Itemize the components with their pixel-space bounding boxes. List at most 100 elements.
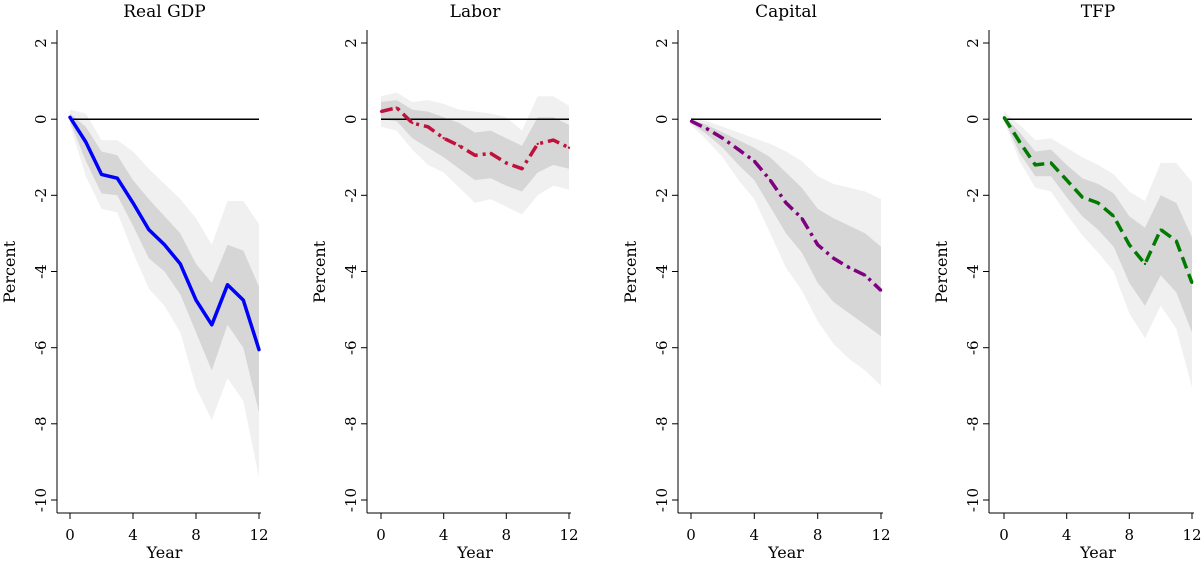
data-point [1159,228,1162,231]
y-tick-label: -6 [32,340,50,355]
y-tick-label: 0 [32,114,50,124]
panel-capital: Capital -10 -8 -6 -4 -2 0 2 0 4 8 12 Year Percent [621,2,891,562]
x-tick-label: 4 [1062,526,1072,544]
panel-title: TFP [1081,2,1116,22]
panel-title: Real GDP [123,2,206,22]
data-point [848,266,851,269]
y-tick-label: -4 [342,264,360,279]
x-axis-label: Year [456,543,493,562]
data-point [1112,215,1115,218]
y-axis-label: Percent [310,240,329,303]
data-point [411,121,414,125]
x-tick-label: 8 [1125,526,1135,544]
y-tick-label: 0 [342,114,360,124]
data-point [864,274,867,277]
y-tick-label: -8 [32,416,50,431]
x-tick-label: 4 [439,526,449,544]
data-point [379,110,383,113]
y-tick-label: 0 [964,114,982,124]
x-axis-label: Year [1079,543,1116,562]
data-point [1002,116,1006,119]
data-point [1018,140,1021,144]
data-point [737,148,740,151]
confidence-band-inner [70,113,259,413]
data-point [520,167,524,170]
x-tick-label: 12 [559,526,578,544]
data-point [210,323,213,326]
data-point [100,173,103,176]
x-axis-label: Year [146,543,183,562]
data-point [84,140,88,144]
x-tick-label: 4 [750,526,760,544]
data-point [552,138,555,142]
data-point [1128,243,1131,246]
y-tick-label: 2 [32,38,50,48]
data-point [505,161,508,165]
data-point [769,178,772,182]
data-point [163,243,166,246]
y-tick-label: -6 [964,340,982,355]
y-tick-label: -2 [32,188,50,203]
data-point [458,144,461,147]
y-tick-label: 2 [964,38,982,48]
y-tick-label: -4 [653,264,671,279]
y-tick-label: -10 [32,488,50,512]
data-point [705,127,708,130]
y-tick-label: -2 [342,188,360,203]
x-tick-label: 0 [999,526,1009,544]
data-point [567,146,571,149]
data-point [147,228,150,231]
y-tick-label: -2 [653,188,671,203]
y-tick-label: -6 [653,340,671,355]
confidence-band-inner [691,119,881,337]
x-tick-label: 12 [871,526,890,544]
y-tick-label: -8 [342,416,360,431]
x-tick-label: 4 [128,526,138,544]
data-point [257,348,261,351]
data-point [1175,239,1178,243]
data-point [1034,163,1037,167]
panel-real-gdp: Real GDP -10 -8 -6 -4 -2 0 2 0 4 8 12 Year Percent [0,2,269,562]
y-tick-label: -10 [964,488,982,512]
confidence-band-outer [691,117,881,386]
data-point [800,217,803,220]
data-point [689,119,693,123]
x-tick-label: 12 [249,526,268,544]
data-point [226,283,229,286]
data-point [1096,201,1100,205]
data-point [116,177,119,180]
x-tick-label: 8 [813,526,823,544]
data-point [473,154,477,157]
data-point [1190,281,1194,285]
x-tick-label: 0 [376,526,386,544]
data-point [1081,196,1084,199]
y-tick-label: -4 [32,264,50,279]
data-point [426,125,430,128]
x-tick-label: 12 [1182,526,1201,544]
data-point [784,201,788,205]
x-tick-label: 0 [65,526,75,544]
data-point [489,152,492,155]
y-tick-label: -6 [342,340,360,355]
data-point [721,137,724,140]
y-tick-label: 0 [653,114,671,124]
y-tick-label: -10 [342,488,360,512]
data-point [131,201,135,205]
data-point [194,298,198,302]
y-tick-label: -2 [964,188,982,203]
y-axis-label: Percent [932,240,951,303]
confidence-band-outer [1004,111,1192,388]
data-point [816,243,819,246]
y-tick-label: 2 [342,38,360,48]
panel-title: Capital [755,2,817,22]
data-point [1143,262,1147,266]
x-tick-label: 0 [686,526,696,544]
y-tick-label: -10 [653,488,671,512]
confidence-band-outer [70,109,259,478]
panel-labor: Labor -10 -8 -6 -4 -2 0 2 0 4 8 12 Year Percent [310,2,579,562]
data-point [68,116,72,119]
x-axis-label: Year [767,543,804,562]
confidence-band-inner [1004,115,1192,333]
data-point [832,257,835,260]
